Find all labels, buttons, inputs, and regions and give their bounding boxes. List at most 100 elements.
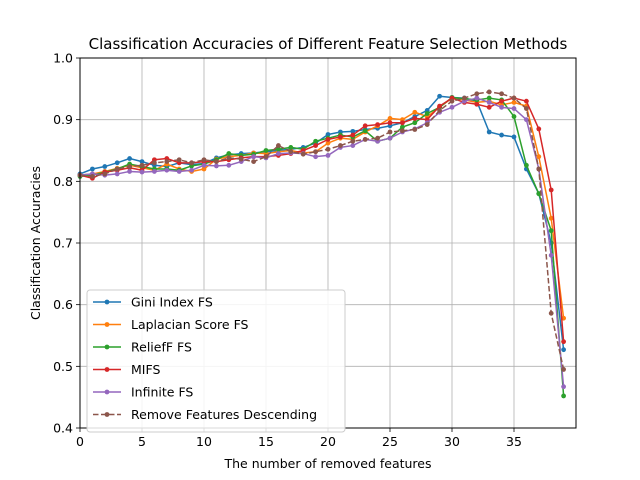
data-point [499, 104, 504, 110]
data-point [536, 126, 542, 132]
legend-entry: Infinite FS [93, 385, 193, 400]
legend-marker [104, 412, 110, 417]
data-point [313, 143, 318, 148]
data-point [226, 162, 232, 168]
data-point [152, 169, 157, 174]
data-point [313, 154, 318, 160]
data-point [152, 160, 157, 166]
series-lines [77, 89, 566, 399]
data-point [474, 95, 480, 101]
data-point [400, 128, 405, 134]
data-point [474, 101, 480, 107]
legend-marker [104, 322, 110, 327]
data-point [449, 104, 455, 110]
legend: Gini Index FS Laplacian Score FS ReliefF F… [86, 289, 346, 433]
data-point [251, 159, 256, 165]
data-point [350, 143, 356, 148]
data-point [400, 120, 405, 126]
data-point [548, 187, 554, 193]
series-line [79, 95, 565, 350]
legend-label: Laplacian Score FS [131, 317, 249, 332]
data-point [325, 132, 331, 137]
series-line [79, 91, 565, 370]
x-tick-label: 35 [506, 434, 522, 449]
data-point [499, 91, 504, 97]
x-tick-label: 10 [196, 434, 212, 449]
data-point [499, 98, 504, 104]
y-tick-label: 1.0 [53, 51, 73, 66]
data-point [437, 93, 442, 99]
x-tick-label: 20 [320, 434, 336, 449]
legend-entry: Remove Features Descending [93, 407, 317, 422]
data-point [499, 132, 504, 138]
data-point [90, 174, 95, 179]
data-point [511, 114, 517, 119]
data-point [511, 100, 517, 105]
data-point [486, 129, 492, 135]
data-point [548, 310, 554, 316]
data-point [90, 166, 95, 172]
data-point [474, 91, 480, 97]
data-point [561, 339, 566, 345]
data-point [102, 164, 108, 169]
data-point [486, 104, 492, 110]
legend-label: Infinite FS [131, 385, 193, 400]
x-axis-label: The number of removed features [223, 456, 431, 471]
legend-marker [104, 367, 110, 372]
data-point [412, 109, 418, 115]
data-point [325, 146, 331, 152]
data-point [127, 164, 132, 169]
y-axis-label: Classification Accuracies [28, 166, 43, 320]
data-point [511, 106, 517, 111]
chart-title: Classification Accuracies of Different F… [89, 35, 568, 53]
y-tick-label: 0.4 [53, 421, 73, 436]
data-point [214, 159, 219, 165]
legend-label: Gini Index FS [131, 295, 213, 310]
data-point [536, 191, 542, 197]
data-point [561, 347, 566, 353]
data-point [276, 146, 281, 152]
data-point [214, 163, 219, 169]
data-point [561, 393, 566, 399]
data-point [139, 162, 145, 168]
data-point [449, 98, 455, 104]
data-point [387, 120, 393, 126]
data-point [437, 103, 442, 109]
data-point [226, 151, 232, 156]
data-point [139, 159, 145, 165]
data-point [548, 215, 554, 221]
x-tick-label: 30 [444, 434, 460, 449]
data-point [362, 128, 368, 134]
data-point [288, 145, 294, 150]
legend-label: Remove Features Descending [131, 407, 317, 422]
series-5 [77, 89, 566, 372]
legend-label: MIFS [131, 362, 160, 377]
data-point [251, 154, 256, 160]
data-point [313, 149, 318, 155]
data-point [548, 252, 554, 258]
data-point [276, 151, 281, 156]
data-point [127, 156, 132, 161]
legend-entry: Laplacian Score FS [93, 317, 249, 332]
data-point [511, 134, 517, 140]
data-point [362, 137, 368, 142]
x-tick-label: 5 [138, 434, 146, 449]
y-tick-label: 0.6 [53, 297, 73, 312]
data-point [387, 116, 393, 121]
data-point [561, 367, 566, 372]
legend-marker [104, 344, 110, 350]
data-point [226, 155, 232, 161]
data-point [201, 157, 207, 163]
data-point [375, 122, 380, 127]
data-point [350, 128, 356, 134]
data-point [387, 129, 393, 135]
data-point [350, 132, 356, 138]
legend-marker [104, 389, 110, 395]
data-point [486, 100, 492, 105]
legend-entry: MIFS [93, 362, 160, 377]
data-point [164, 167, 170, 173]
data-point [486, 89, 492, 95]
x-tick-label: 25 [382, 434, 398, 449]
